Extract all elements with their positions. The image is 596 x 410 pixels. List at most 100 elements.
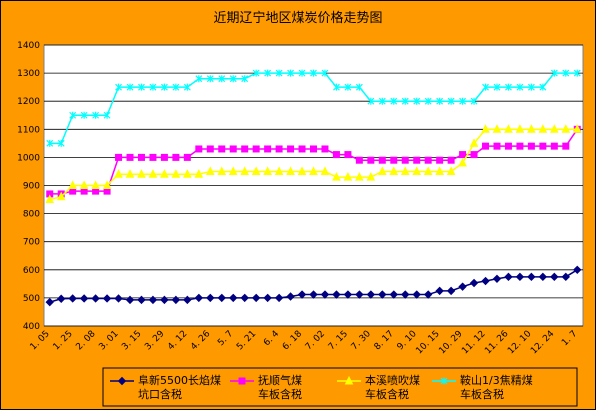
- point: [275, 145, 283, 153]
- point: [56, 191, 66, 201]
- point: [378, 97, 386, 105]
- point: [160, 83, 168, 91]
- point: [561, 124, 571, 133]
- point: [298, 145, 306, 153]
- point: [492, 124, 502, 133]
- point: [251, 293, 261, 303]
- point: [137, 295, 146, 305]
- point: [286, 292, 295, 301]
- point: [527, 272, 536, 282]
- legend-box: [102, 367, 578, 407]
- point: [218, 145, 226, 153]
- point: [114, 294, 123, 303]
- point: [241, 75, 249, 83]
- point: [160, 153, 168, 161]
- point: [286, 166, 295, 175]
- point: [229, 145, 237, 153]
- point: [447, 97, 455, 105]
- point: [412, 166, 422, 175]
- point: [149, 153, 157, 161]
- point: [573, 265, 582, 275]
- point: [126, 153, 134, 161]
- y-tick-label: 1300: [17, 69, 40, 79]
- point: [550, 124, 559, 133]
- point: [504, 124, 513, 133]
- point: [114, 169, 123, 178]
- point: [205, 166, 215, 175]
- point: [389, 290, 398, 299]
- point: [206, 75, 214, 83]
- point: [424, 97, 432, 105]
- point: [481, 124, 490, 133]
- point: [103, 111, 111, 119]
- point: [183, 83, 191, 91]
- y-tick-label: 600: [23, 266, 40, 276]
- point: [527, 124, 536, 133]
- point: [92, 187, 100, 195]
- point: [459, 151, 467, 159]
- point: [481, 276, 490, 286]
- point: [344, 151, 352, 159]
- point: [424, 156, 432, 164]
- legend-label: 抚顺气煤 车板含税: [258, 374, 302, 401]
- point: [137, 169, 146, 178]
- point: [228, 166, 238, 175]
- point: [309, 166, 318, 175]
- point: [229, 293, 238, 303]
- point: [355, 171, 364, 181]
- point: [538, 272, 548, 282]
- point: [183, 153, 191, 161]
- point: [423, 290, 433, 299]
- point: [68, 180, 77, 189]
- point: [413, 156, 421, 164]
- point: [389, 166, 399, 175]
- point: [400, 166, 410, 175]
- point: [469, 278, 479, 288]
- point: [137, 153, 145, 161]
- point: [366, 171, 376, 181]
- point: [561, 272, 571, 282]
- point: [252, 69, 260, 77]
- point: [436, 156, 444, 164]
- y-tick-label: 1400: [17, 41, 40, 51]
- point: [160, 169, 169, 178]
- point: [309, 290, 318, 299]
- point: [102, 294, 112, 303]
- point: [229, 75, 237, 83]
- point: [80, 111, 88, 119]
- point: [355, 156, 363, 164]
- point: [263, 166, 272, 175]
- point: [218, 75, 226, 83]
- point: [194, 293, 204, 303]
- point: [413, 97, 421, 105]
- point: [148, 169, 158, 178]
- point: [46, 139, 54, 147]
- point: [183, 295, 192, 305]
- point: [206, 145, 214, 153]
- point: [310, 69, 317, 77]
- point: [377, 166, 387, 175]
- point: [195, 75, 203, 83]
- point: [401, 97, 409, 105]
- point: [138, 83, 145, 91]
- y-tick-label: 1100: [17, 125, 40, 135]
- chart-title: 近期辽宁地区煤炭价格走势图: [213, 10, 382, 26]
- point: [332, 151, 340, 159]
- point: [287, 69, 294, 77]
- point: [573, 69, 581, 77]
- point: [562, 142, 570, 150]
- point: [80, 187, 88, 195]
- point: [504, 272, 513, 282]
- point: [264, 69, 272, 77]
- legend-label: 本溪喷吹煤 车板含税: [365, 374, 420, 401]
- point: [343, 290, 353, 299]
- point: [492, 274, 502, 283]
- point: [69, 111, 77, 119]
- point: [446, 166, 456, 175]
- point: [538, 124, 548, 133]
- point: [310, 145, 317, 153]
- point: [459, 97, 467, 105]
- point: [297, 290, 307, 299]
